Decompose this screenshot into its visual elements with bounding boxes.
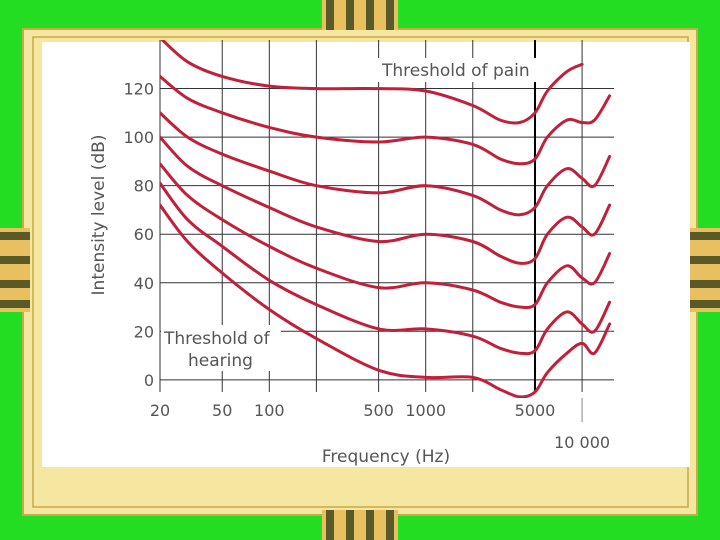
x-tick-label: 20 (150, 401, 170, 420)
stripe-decoration-left (0, 228, 30, 312)
y-tick-label: 100 (123, 128, 154, 147)
y-tick-label: 20 (134, 322, 154, 341)
x-tick-label: 50 (212, 401, 232, 420)
y-tick-label: 120 (123, 80, 154, 99)
threshold-of-hearing-label-line1: Threshold of (163, 329, 271, 349)
hearing-label-backdrop (161, 325, 281, 371)
loudness-curve-6 (160, 181, 612, 356)
y-tick-label: 0 (144, 371, 154, 390)
loudness-curve-2 (160, 74, 612, 166)
threshold-of-hearing-label-line2: hearing (188, 351, 253, 371)
y-tick-label: 60 (134, 225, 154, 244)
stripe-decoration-top (322, 0, 398, 30)
loudness-curve-7 (160, 203, 612, 398)
series-layer (160, 40, 612, 398)
loudness-curve-3 (160, 111, 612, 217)
x-tick-label: 500 (363, 401, 394, 420)
stripe-decoration-right (690, 228, 720, 312)
x-axis-title: Frequency (Hz) (322, 447, 450, 467)
pain-label-backdrop (378, 58, 538, 82)
y-tick-label: 40 (134, 274, 154, 293)
loudness-curve-1 (160, 40, 584, 125)
tick-labels: 0 20 40 60 80 100 120 20 50 100 500 1000 5000 10 000 (123, 80, 610, 452)
x-tick-label: 5000 (515, 401, 556, 420)
x-tick-label: 1000 (405, 401, 446, 420)
stripe-decoration-bottom (322, 510, 398, 540)
x-tick-label: 100 (254, 401, 285, 420)
loudness-curve-4 (160, 135, 612, 265)
threshold-of-pain-label: Threshold of pain (381, 61, 530, 81)
y-axis-title: Intensity level (dB) (89, 135, 109, 296)
x-tick-label: 10 000 (554, 433, 610, 452)
loudness-curve-5 (160, 162, 612, 309)
y-tick-label: 80 (134, 177, 154, 196)
